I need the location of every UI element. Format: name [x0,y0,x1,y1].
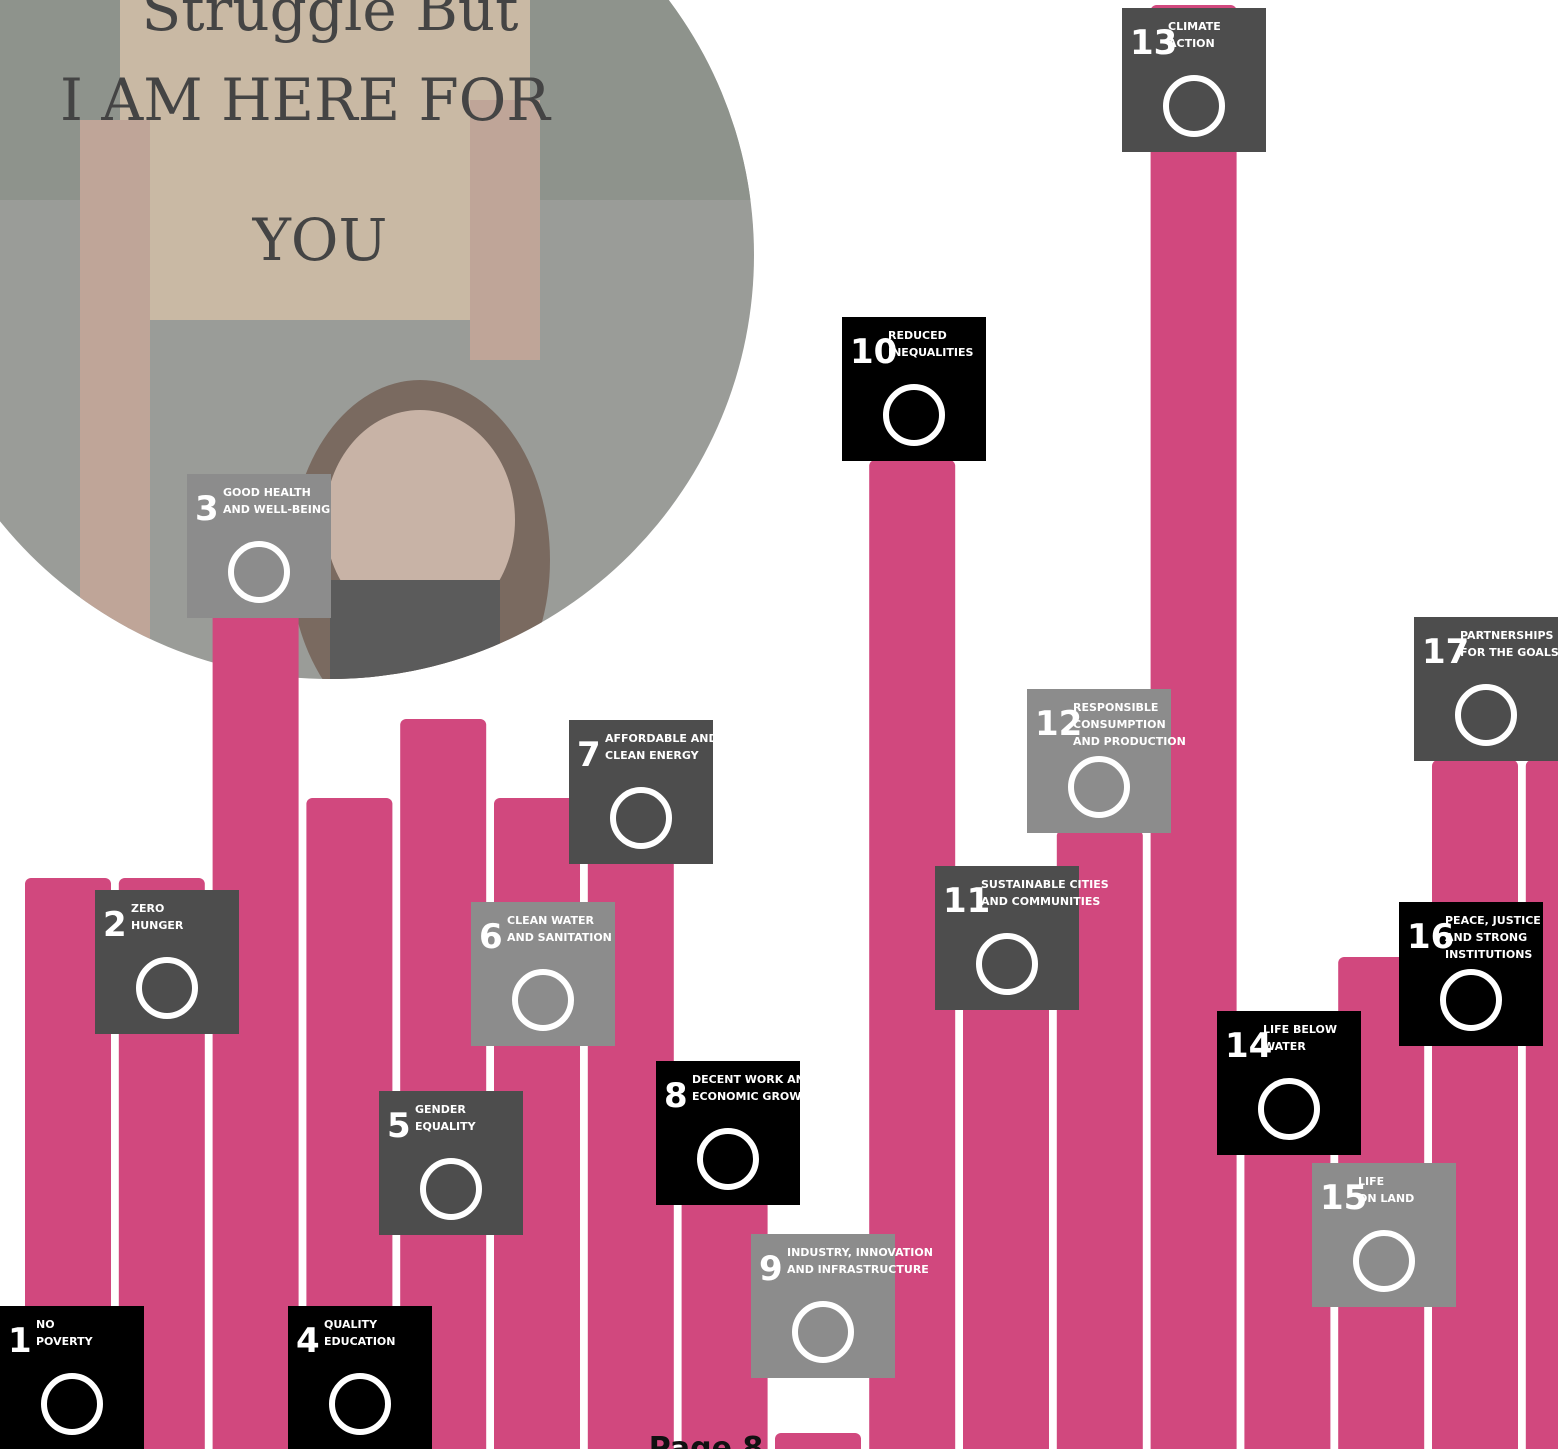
goal-label: ON LAND [1358,1192,1414,1205]
page-number: Page 8 [649,1431,764,1449]
goal-label: GOOD HEALTH [223,486,311,499]
goal-label: INSTITUTIONS [1445,948,1532,961]
goal-label: ECONOMIC GROWTH [692,1090,818,1103]
sdg-tile: 3 GOOD HEALTH AND WELL-BEING [187,474,331,618]
sign-line: I AM HERE FOR [60,66,552,134]
goal-label: CLEAN ENERGY [605,749,700,762]
sdg-tile: 4 QUALITY EDUCATION [288,1306,432,1449]
sign-line: YOU [252,206,388,274]
goal-label: HUNGER [131,919,184,932]
goal-number: 8 [664,1076,688,1116]
goal-label: INDUSTRY, INNOVATION [787,1246,933,1259]
bar [775,1433,861,1449]
sdg-tile: 7 AFFORDABLE AND CLEAN ENERGY [569,720,718,864]
goal-label: EQUALITY [415,1120,477,1133]
goal-label: QUALITY [324,1318,378,1331]
sdg-tile: 5 GENDER EQUALITY [379,1091,523,1235]
goal-label: WATER [1263,1040,1306,1053]
bar [963,1000,1049,1449]
goal-label: ACTION [1168,37,1215,50]
sdg-tile: 2 ZERO HUNGER [95,890,239,1034]
goal-label: CLEAN WATER [507,914,594,927]
goal-label: ZERO [131,902,164,915]
sdg-tile: 8 DECENT WORK AND ECONOMIC GROWTH [656,1061,818,1205]
goal-label: AND INFRASTRUCTURE [787,1263,929,1276]
goal-label: CLIMATE [1168,20,1221,33]
sdg-tile: 17PARTNERSHIPSFOR THE GOALS [1414,617,1558,761]
goal-label: LIFE [1358,1175,1384,1188]
goal-number: 4 [296,1321,320,1361]
goal-label: AND WELL-BEING [223,503,330,516]
poster: Struggle But I AM HERE FOR YOU 1 NO POVERTY 2… [0,0,1558,1449]
page: Struggle But I AM HERE FOR YOU 1 NO POVERTY 2… [0,0,1558,1449]
goal-number: 7 [577,735,601,775]
goal-label: NO [36,1318,55,1331]
goal-number: 9 [759,1249,783,1289]
sdg-tile: 1 NO POVERTY [0,1306,144,1449]
goal-label: PEACE, JUSTICE [1445,914,1541,927]
goal-label: INEQUALITIES [888,346,973,359]
goal-label: AND COMMUNITIES [981,895,1100,908]
goal-number: 3 [195,489,219,529]
bar [1526,760,1558,1449]
goal-label: POVERTY [36,1335,94,1348]
goal-number: 5 [387,1106,411,1146]
goal-label: PARTNERSHIPS [1460,629,1554,642]
goal-label: RESPONSIBLE [1073,701,1158,714]
goal-label: LIFE BELOW [1263,1023,1337,1036]
sign-line: Struggle But [142,0,519,44]
goal-number: 6 [479,917,503,957]
goal-label: REDUCED [888,329,947,342]
goal-number: 2 [103,905,127,945]
goal-label: AFFORDABLE AND [605,732,718,745]
sdg-tile: 10REDUCEDINEQUALITIES [842,317,986,461]
goal-label: FOR THE GOALS [1460,646,1558,659]
goal-label: AND PRODUCTION [1073,735,1186,748]
goal-label: AND STRONG [1445,931,1527,944]
bar [1432,760,1518,1449]
goal-label: CONSUMPTION [1073,718,1166,731]
sdg-tile: 6 CLEAN WATER AND SANITATION [471,902,615,1046]
goal-number: 1 [8,1321,32,1361]
goal-label: AND SANITATION [507,931,612,944]
goal-label: DECENT WORK AND [692,1073,814,1086]
goal-label: EDUCATION [324,1335,395,1348]
goal-label: GENDER [415,1103,466,1116]
goal-label: SUSTAINABLE CITIES [981,878,1109,891]
